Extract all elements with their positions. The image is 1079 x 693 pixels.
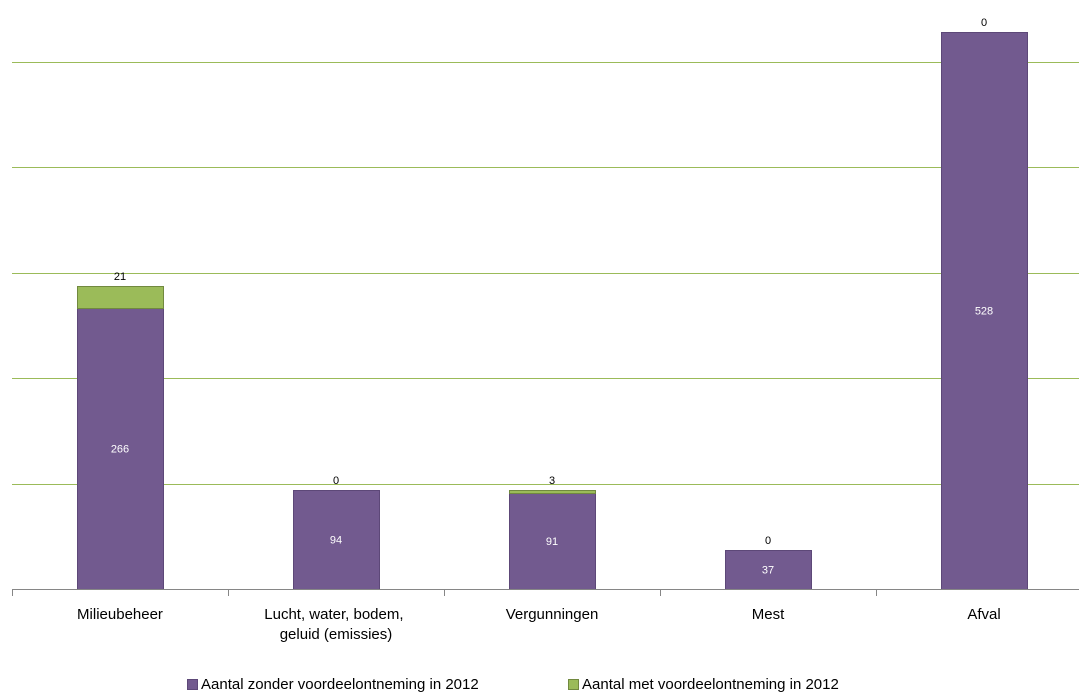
data-label-lucht-water-bodem-geluid-emissies-series-0: 94 (330, 534, 342, 546)
data-labels: 266 21 94 0 91 3 37 0 528 0 (111, 17, 993, 576)
legend-label-zonder-voordeelontneming: Aantal zonder voordeelontneming in 2012 (201, 676, 479, 693)
x-axis-ticks (12, 589, 877, 596)
bar-segment-afval-series-0 (941, 32, 1028, 590)
data-label-mest-series-1: 0 (765, 535, 771, 547)
data-label-lucht-water-bodem-geluid-emissies-series-1: 0 (333, 475, 339, 487)
category-label-lucht-water-bodem-geluid-emissies: Lucht, water, bodem, geluid (emissies) (264, 606, 407, 643)
data-label-afval-series-1: 0 (981, 17, 987, 29)
category-label-afval: Afval (967, 606, 1000, 623)
bar-segment-milieubeheer-series-0 (77, 308, 164, 590)
legend: Aantal zonder voordeelontneming in 2012 … (187, 676, 839, 693)
legend-swatch-zonder-voordeelontneming (187, 679, 198, 690)
data-label-milieubeheer-series-1: 21 (114, 271, 126, 283)
category-label-mest: Mest (752, 606, 785, 623)
legend-swatch-met-voordeelontneming (568, 679, 579, 690)
data-label-mest-series-0: 37 (762, 564, 774, 576)
category-label-milieubeheer: Milieubeheer (77, 606, 163, 623)
bar-segment-vergunningen-series-1 (509, 490, 596, 494)
data-label-vergunningen-series-0: 91 (546, 536, 558, 548)
data-label-milieubeheer-series-0: 266 (111, 444, 129, 456)
bars (77, 32, 1028, 590)
data-label-vergunningen-series-1: 3 (549, 475, 555, 487)
legend-label-met-voordeelontneming: Aantal met voordeelontneming in 2012 (582, 676, 839, 693)
bar-segment-mest-series-0 (725, 550, 812, 590)
bar-segment-milieubeheer-series-1 (77, 286, 164, 309)
category-labels: Milieubeheer Lucht, water, bodem, geluid … (77, 606, 1001, 643)
gridlines (12, 62, 1079, 485)
data-label-afval-series-0: 528 (975, 305, 993, 317)
category-label-vergunningen: Vergunningen (506, 606, 599, 623)
